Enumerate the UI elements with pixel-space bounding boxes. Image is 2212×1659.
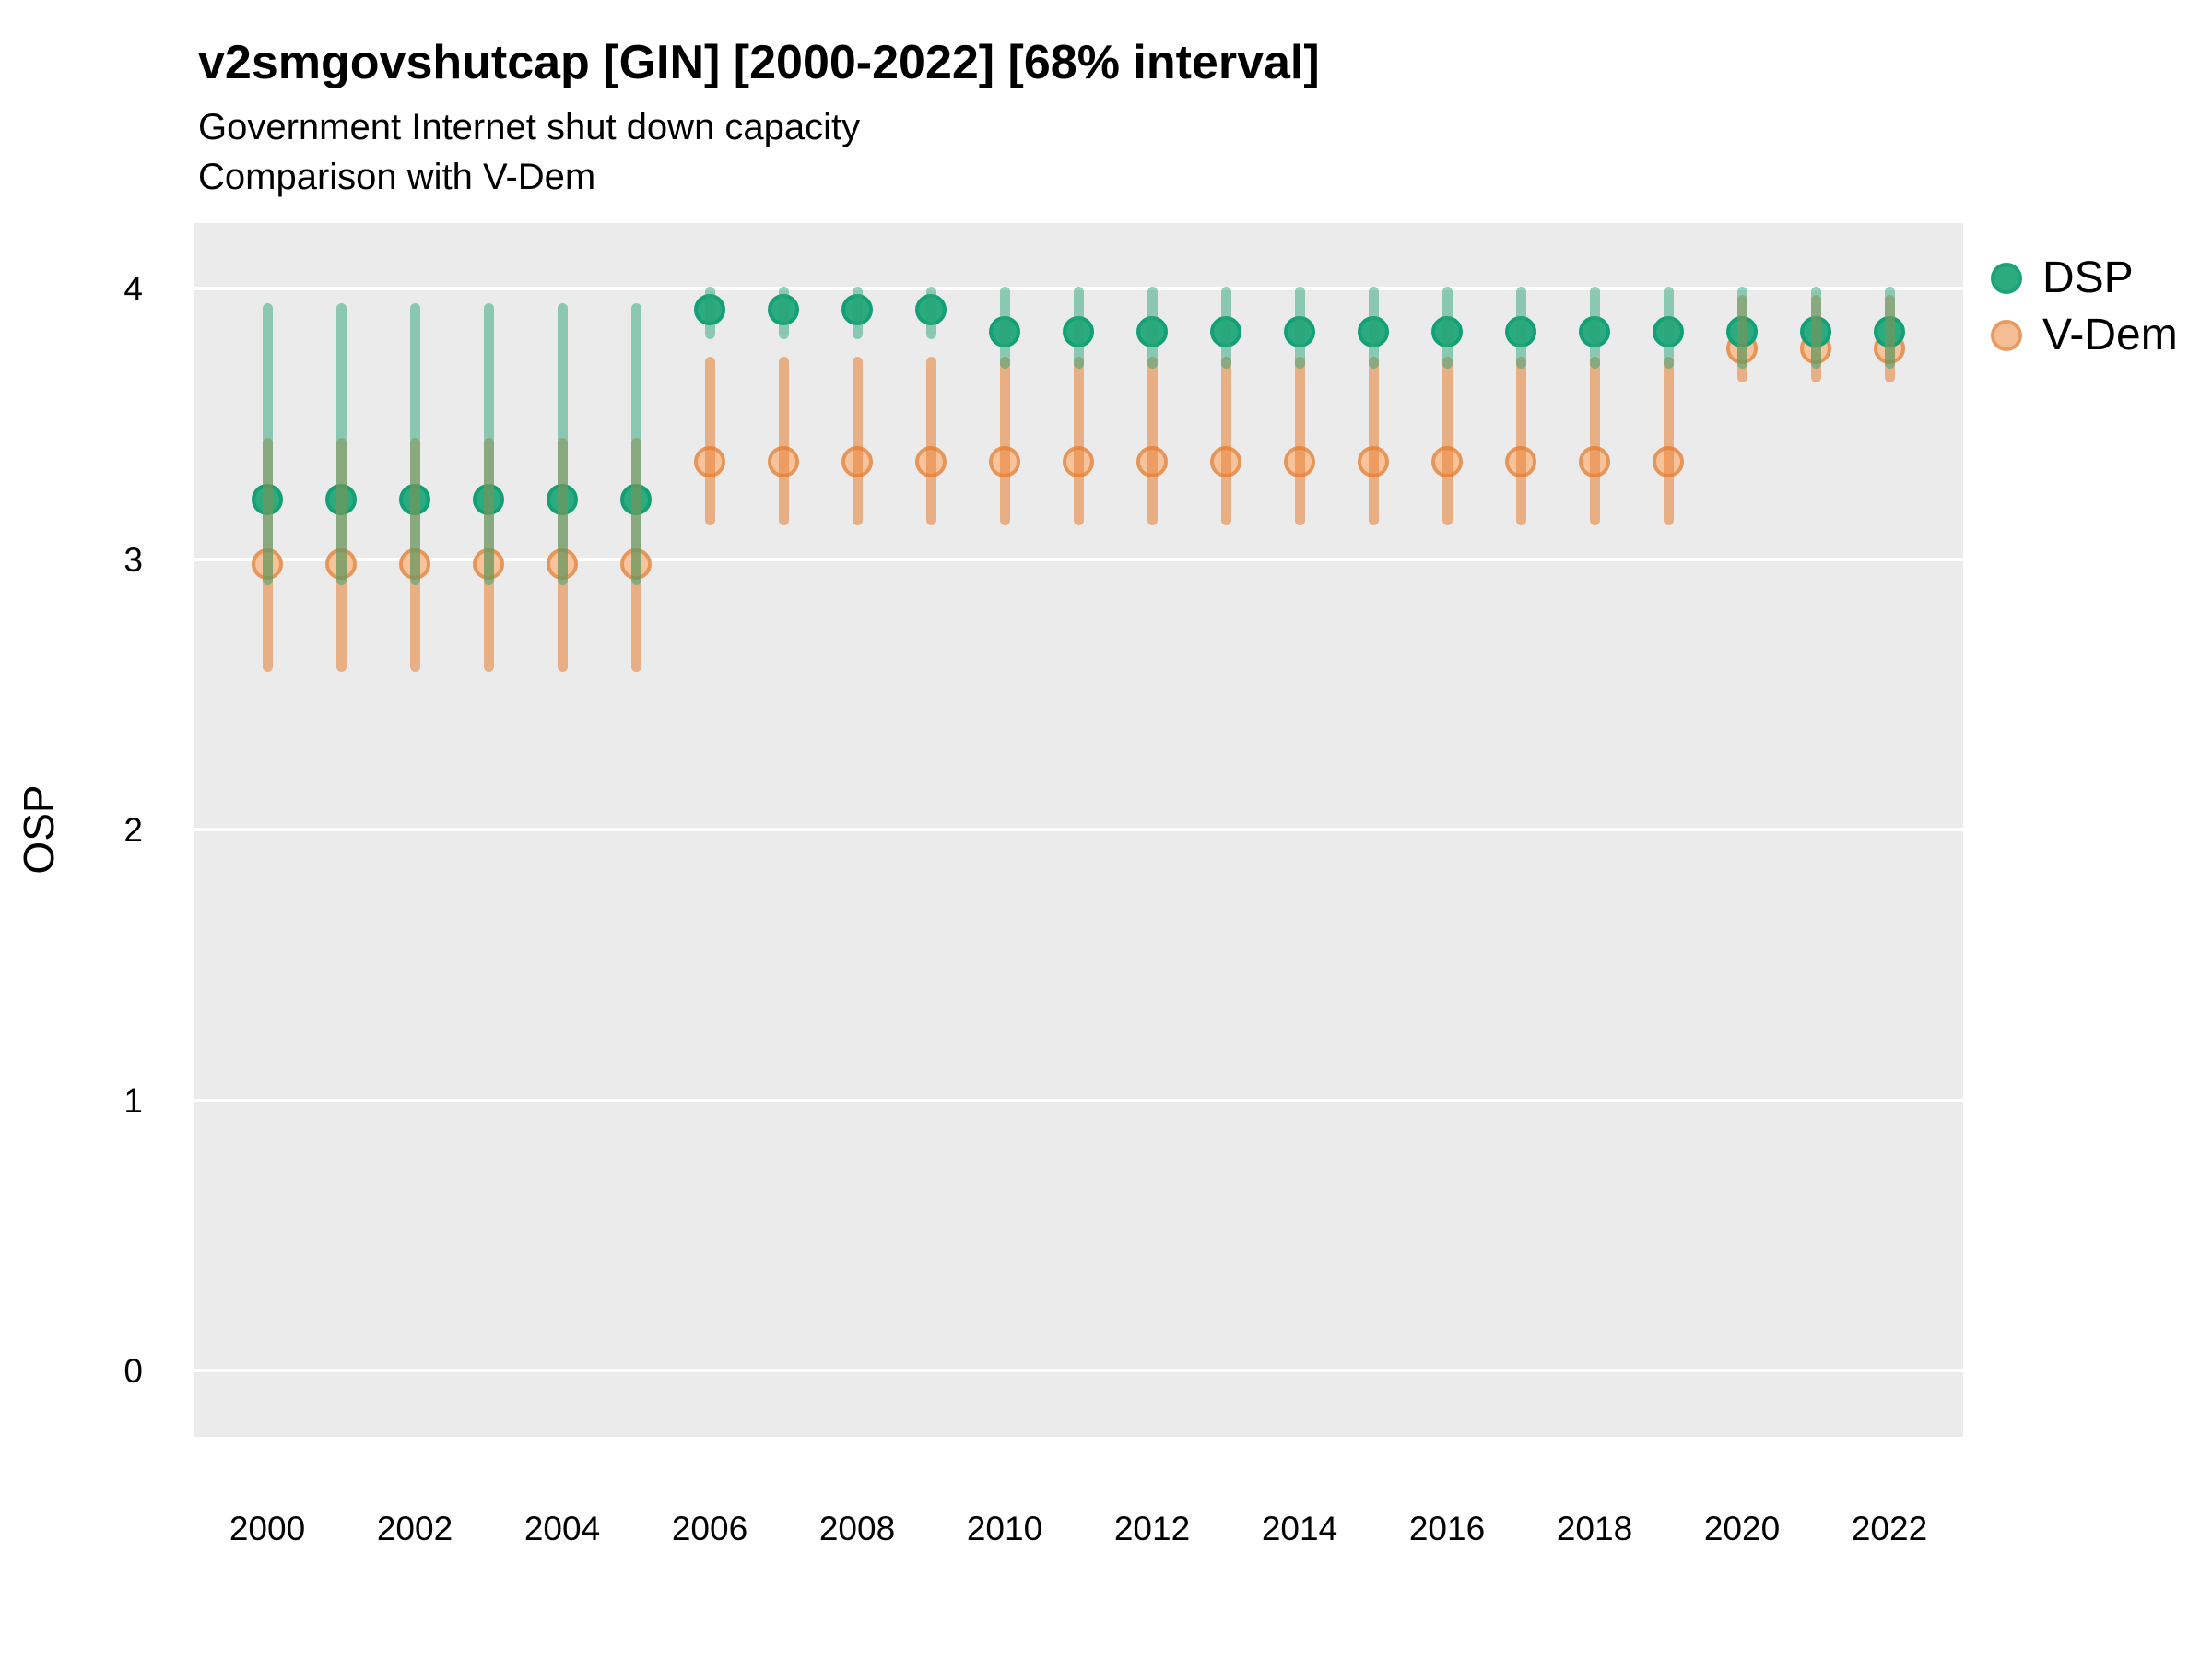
legend: DSP V-Dem — [1991, 253, 2212, 372]
y-tick-label: 0 — [124, 1352, 143, 1390]
y-tick-label: 4 — [124, 270, 143, 308]
x-tick-label: 2006 — [671, 1510, 748, 1547]
x-tick-label: 2012 — [1113, 1510, 1191, 1547]
vdem-errorbar — [704, 357, 715, 526]
y-tick-label: 2 — [124, 811, 143, 849]
vdem-errorbar — [1663, 357, 1674, 526]
legend-label-vdem: V-Dem — [2042, 311, 2178, 359]
dsp-errorbar — [557, 302, 568, 585]
vdem-errorbar — [999, 357, 1010, 526]
x-tick-label: 2018 — [1556, 1510, 1633, 1547]
dsp-errorbar — [1810, 286, 1821, 370]
chart-subtitle-line2: Comparison with V-Dem — [198, 157, 596, 197]
vdem-errorbar — [1147, 357, 1158, 526]
x-tick-label: 2002 — [376, 1510, 453, 1547]
dsp-errorbar — [335, 302, 347, 585]
dsp-errorbar — [1515, 286, 1526, 370]
x-tick-label: 2014 — [1261, 1510, 1338, 1547]
x-tick-label: 2016 — [1408, 1510, 1486, 1547]
chart-title: v2smgovshutcap [GIN] [2000-2022] [68% in… — [198, 36, 1320, 89]
dsp-errorbar — [1441, 286, 1453, 370]
vdem-errorbar — [778, 357, 789, 526]
gridline-y-3 — [194, 557, 1963, 561]
dsp-errorbar — [704, 286, 715, 339]
x-tick-label: 2000 — [229, 1510, 306, 1547]
chart-subtitle-line1: Government Internet shut down capacity — [198, 107, 861, 147]
y-tick-label: 3 — [124, 540, 143, 579]
dsp-errorbar — [852, 286, 863, 339]
dsp-errorbar — [262, 302, 273, 585]
vdem-errorbar — [1368, 357, 1379, 526]
y-tick-label: 1 — [124, 1081, 143, 1120]
dsp-errorbar — [1884, 286, 1895, 370]
dsp-errorbar — [1220, 286, 1231, 370]
dsp-errorbar — [778, 286, 789, 339]
dsp-errorbar — [925, 286, 936, 339]
dsp-errorbar — [1073, 286, 1084, 370]
x-tick-label: 2010 — [966, 1510, 1043, 1547]
vdem-errorbar — [1441, 357, 1453, 526]
dsp-errorbar — [1147, 286, 1158, 370]
legend-item-dsp: DSP — [1991, 253, 2212, 302]
gridline-y-2 — [194, 828, 1963, 831]
vdem-errorbar — [1073, 357, 1084, 526]
vdem-errorbar — [852, 357, 863, 526]
x-tick-label: 2022 — [1851, 1510, 1928, 1547]
legend-dot-dsp-icon — [1991, 263, 2022, 294]
x-tick-label: 2004 — [524, 1510, 601, 1547]
dsp-errorbar — [1368, 286, 1379, 370]
dsp-errorbar — [630, 302, 641, 585]
vdem-errorbar — [1589, 357, 1600, 526]
dsp-errorbar — [999, 286, 1010, 370]
dsp-errorbar — [1589, 286, 1600, 370]
dsp-errorbar — [1294, 286, 1305, 370]
dsp-errorbar — [409, 302, 420, 585]
dsp-errorbar — [1663, 286, 1674, 370]
x-tick-label: 2020 — [1703, 1510, 1781, 1547]
gridline-y-1 — [194, 1098, 1963, 1102]
legend-item-vdem: V-Dem — [1991, 311, 2212, 359]
legend-dot-vdem-icon — [1991, 320, 2022, 351]
vdem-errorbar — [1294, 357, 1305, 526]
gridline-y-0 — [194, 1369, 1963, 1372]
vdem-errorbar — [1220, 357, 1231, 526]
vdem-errorbar — [1515, 357, 1526, 526]
dsp-errorbar — [1736, 286, 1747, 370]
vdem-errorbar — [925, 357, 936, 526]
dsp-errorbar — [483, 302, 494, 585]
x-tick-label: 2008 — [818, 1510, 896, 1547]
legend-label-dsp: DSP — [2042, 253, 2134, 302]
